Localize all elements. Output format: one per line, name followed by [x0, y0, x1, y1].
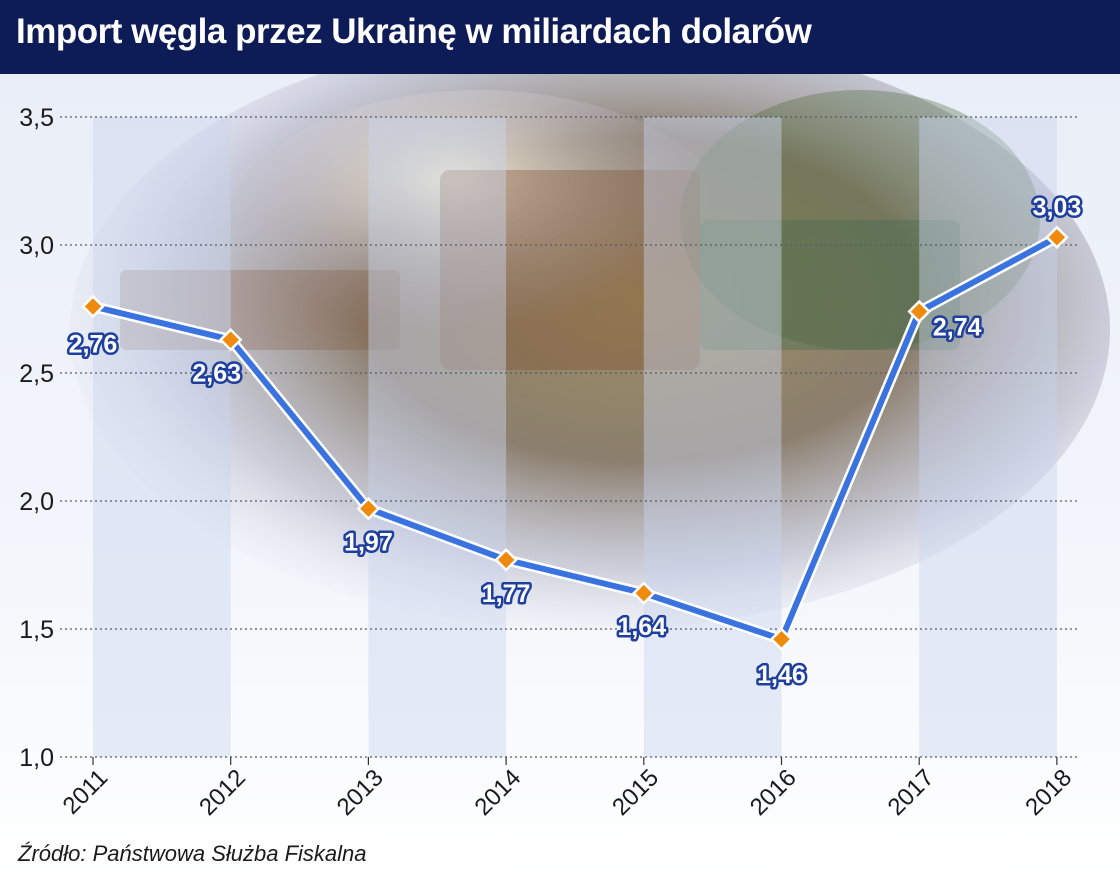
column-band-2011 [93, 117, 231, 757]
data-point-marker [907, 299, 931, 324]
data-label: 3,03 [1033, 193, 1082, 221]
y-tick-label: 1,0 [19, 744, 54, 772]
data-label: 1,64 [617, 613, 666, 641]
y-tick-label: 3,0 [19, 232, 54, 260]
y-tick-label: 2,0 [19, 488, 54, 516]
data-point-marker [632, 581, 656, 605]
x-tick-label: 2016 [745, 764, 802, 821]
data-markers [81, 225, 1069, 652]
series-line [92, 234, 1059, 643]
data-label: 1,97 [344, 529, 393, 557]
x-tick-label: 2017 [883, 764, 940, 821]
data-label: 1,46 [757, 661, 806, 689]
chart-title: Import węgla przez Ukrainę w miliardach … [16, 12, 812, 51]
line-chart: 1,01,52,02,53,03,5 2011 2012 2013 2014 2015 2… [19, 74, 1110, 821]
data-labels: 2,76 2,63 1,97 1,77 1,64 1,46 2,74 3,03 [66, 191, 1084, 692]
x-tick-label: 2013 [332, 764, 389, 821]
column-band-2013 [368, 117, 507, 757]
data-point-marker [81, 294, 105, 319]
x-tick-label: 2014 [469, 764, 526, 821]
y-tick-label: 1,5 [19, 616, 54, 644]
column-band-2017 [919, 117, 1057, 757]
data-label: 1,77 [482, 580, 531, 608]
y-tick-label: 3,5 [19, 104, 54, 132]
x-tick-label: 2015 [607, 764, 664, 821]
column-band-2015 [643, 117, 782, 757]
data-point-marker [1045, 225, 1069, 250]
data-point-marker [356, 496, 381, 521]
data-point-marker [218, 327, 243, 352]
y-axis-tick-labels: 1,0 1,5 2,0 2,5 3,0 3,5 [19, 104, 54, 772]
data-point-marker [769, 627, 794, 652]
x-tick-label: 2018 [1020, 764, 1077, 821]
title-bar: Import węgla przez Ukrainę w miliardach … [0, 0, 1120, 74]
x-axis-tick-labels: 2011 2012 2013 2014 2015 2016 2017 2018 [58, 757, 1077, 821]
background-photo [70, 74, 1110, 630]
source-note: Źródło: Państwowa Służba Fiskalna [18, 841, 367, 866]
x-tick-label: 2012 [194, 764, 251, 821]
column-bands [93, 117, 1057, 757]
x-tick-label: 2011 [58, 764, 114, 820]
data-label: 2,74 [933, 314, 982, 342]
data-label: 2,63 [192, 360, 241, 388]
data-label: 2,76 [69, 330, 118, 358]
series-line-group [91, 232, 1060, 645]
data-point-marker [494, 548, 518, 572]
y-tick-label: 2,5 [19, 360, 54, 388]
